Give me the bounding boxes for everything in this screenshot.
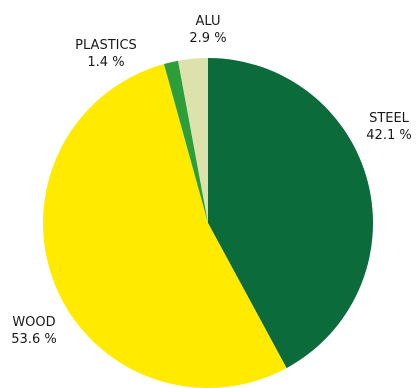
label-alu-name: ALU [195, 14, 220, 29]
label-plastics-name: PLASTICS [75, 38, 137, 53]
slice-steel [208, 58, 374, 369]
slice-alu [178, 58, 208, 223]
label-steel-name: STEEL [369, 111, 410, 126]
label-alu-value: 2.9 % [189, 31, 226, 46]
pie-slices [42, 58, 374, 388]
slice-plastics [163, 60, 208, 224]
label-steel-value: 42.1 % [366, 128, 411, 143]
label-wood-name: WOOD [12, 315, 55, 330]
label-plastics-value: 1.4 % [87, 55, 124, 70]
slice-wood [42, 63, 287, 388]
label-wood-value: 53.6 % [11, 332, 56, 347]
